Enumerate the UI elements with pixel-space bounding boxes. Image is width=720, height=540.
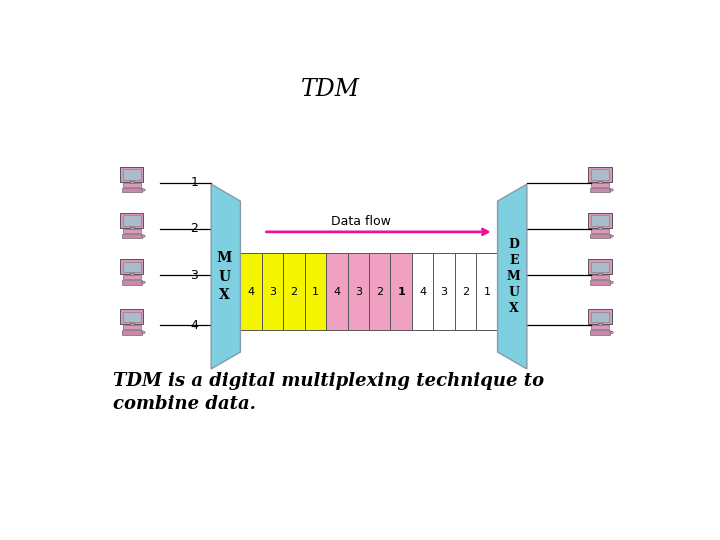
Bar bbox=[262, 253, 283, 330]
Bar bbox=[305, 253, 326, 330]
FancyBboxPatch shape bbox=[123, 312, 140, 322]
FancyBboxPatch shape bbox=[590, 330, 610, 335]
FancyBboxPatch shape bbox=[598, 273, 602, 276]
Bar bbox=[433, 253, 455, 330]
Text: 1: 1 bbox=[312, 287, 319, 297]
Bar bbox=[283, 253, 305, 330]
FancyBboxPatch shape bbox=[591, 229, 608, 233]
FancyBboxPatch shape bbox=[123, 169, 140, 179]
FancyBboxPatch shape bbox=[590, 187, 610, 192]
Text: 3: 3 bbox=[355, 287, 361, 297]
Bar bbox=[369, 253, 390, 330]
FancyBboxPatch shape bbox=[130, 181, 134, 184]
Text: M
U
X: M U X bbox=[217, 251, 232, 302]
Text: 4: 4 bbox=[248, 287, 255, 297]
FancyBboxPatch shape bbox=[590, 280, 610, 285]
FancyBboxPatch shape bbox=[123, 261, 140, 272]
Ellipse shape bbox=[610, 281, 613, 284]
Text: 1: 1 bbox=[483, 287, 490, 297]
Ellipse shape bbox=[142, 189, 145, 191]
FancyBboxPatch shape bbox=[591, 215, 608, 226]
Ellipse shape bbox=[610, 189, 613, 191]
Bar bbox=[348, 253, 369, 330]
FancyBboxPatch shape bbox=[598, 181, 602, 184]
Bar bbox=[412, 253, 433, 330]
Text: 2: 2 bbox=[376, 287, 383, 297]
FancyBboxPatch shape bbox=[130, 323, 134, 326]
Text: 3: 3 bbox=[441, 287, 448, 297]
Text: Data flow: Data flow bbox=[331, 214, 391, 228]
FancyBboxPatch shape bbox=[588, 259, 611, 274]
FancyBboxPatch shape bbox=[591, 183, 608, 187]
FancyBboxPatch shape bbox=[123, 215, 140, 226]
FancyBboxPatch shape bbox=[120, 213, 143, 228]
FancyBboxPatch shape bbox=[122, 187, 142, 192]
FancyBboxPatch shape bbox=[120, 309, 143, 325]
Text: 2: 2 bbox=[462, 287, 469, 297]
FancyBboxPatch shape bbox=[598, 323, 602, 326]
Text: 1: 1 bbox=[397, 287, 405, 297]
FancyBboxPatch shape bbox=[591, 261, 608, 272]
FancyBboxPatch shape bbox=[123, 326, 140, 329]
Bar bbox=[390, 253, 412, 330]
FancyBboxPatch shape bbox=[123, 275, 140, 279]
FancyBboxPatch shape bbox=[590, 234, 610, 239]
Polygon shape bbox=[498, 184, 527, 369]
Bar bbox=[455, 253, 476, 330]
Text: 1: 1 bbox=[190, 176, 198, 189]
FancyBboxPatch shape bbox=[122, 330, 142, 335]
Text: combine data.: combine data. bbox=[113, 395, 256, 413]
Text: 2: 2 bbox=[290, 287, 297, 297]
Bar bbox=[326, 253, 348, 330]
FancyBboxPatch shape bbox=[591, 326, 608, 329]
Text: 2: 2 bbox=[190, 222, 198, 235]
Text: 4: 4 bbox=[419, 287, 426, 297]
FancyBboxPatch shape bbox=[588, 213, 611, 228]
FancyBboxPatch shape bbox=[591, 169, 608, 179]
Ellipse shape bbox=[610, 331, 613, 334]
FancyBboxPatch shape bbox=[122, 280, 142, 285]
FancyBboxPatch shape bbox=[591, 312, 608, 322]
FancyBboxPatch shape bbox=[588, 309, 611, 325]
FancyBboxPatch shape bbox=[120, 259, 143, 274]
FancyBboxPatch shape bbox=[591, 275, 608, 279]
FancyBboxPatch shape bbox=[598, 227, 602, 230]
FancyBboxPatch shape bbox=[123, 229, 140, 233]
Bar bbox=[476, 253, 498, 330]
FancyBboxPatch shape bbox=[120, 167, 143, 182]
Text: 4: 4 bbox=[333, 287, 341, 297]
Text: 3: 3 bbox=[269, 287, 276, 297]
Ellipse shape bbox=[142, 331, 145, 334]
Ellipse shape bbox=[142, 235, 145, 237]
Text: TDM: TDM bbox=[301, 78, 360, 101]
Text: 4: 4 bbox=[190, 319, 198, 332]
Ellipse shape bbox=[610, 235, 613, 237]
FancyBboxPatch shape bbox=[122, 234, 142, 239]
FancyBboxPatch shape bbox=[130, 273, 134, 276]
Text: 3: 3 bbox=[190, 268, 198, 281]
FancyBboxPatch shape bbox=[588, 167, 611, 182]
Text: TDM is a digital multiplexing technique to: TDM is a digital multiplexing technique … bbox=[113, 372, 544, 389]
Polygon shape bbox=[211, 184, 240, 369]
Ellipse shape bbox=[142, 281, 145, 284]
Bar bbox=[240, 253, 262, 330]
FancyBboxPatch shape bbox=[123, 183, 140, 187]
FancyBboxPatch shape bbox=[130, 227, 134, 230]
Text: D
E
M
U
X: D E M U X bbox=[507, 238, 521, 315]
